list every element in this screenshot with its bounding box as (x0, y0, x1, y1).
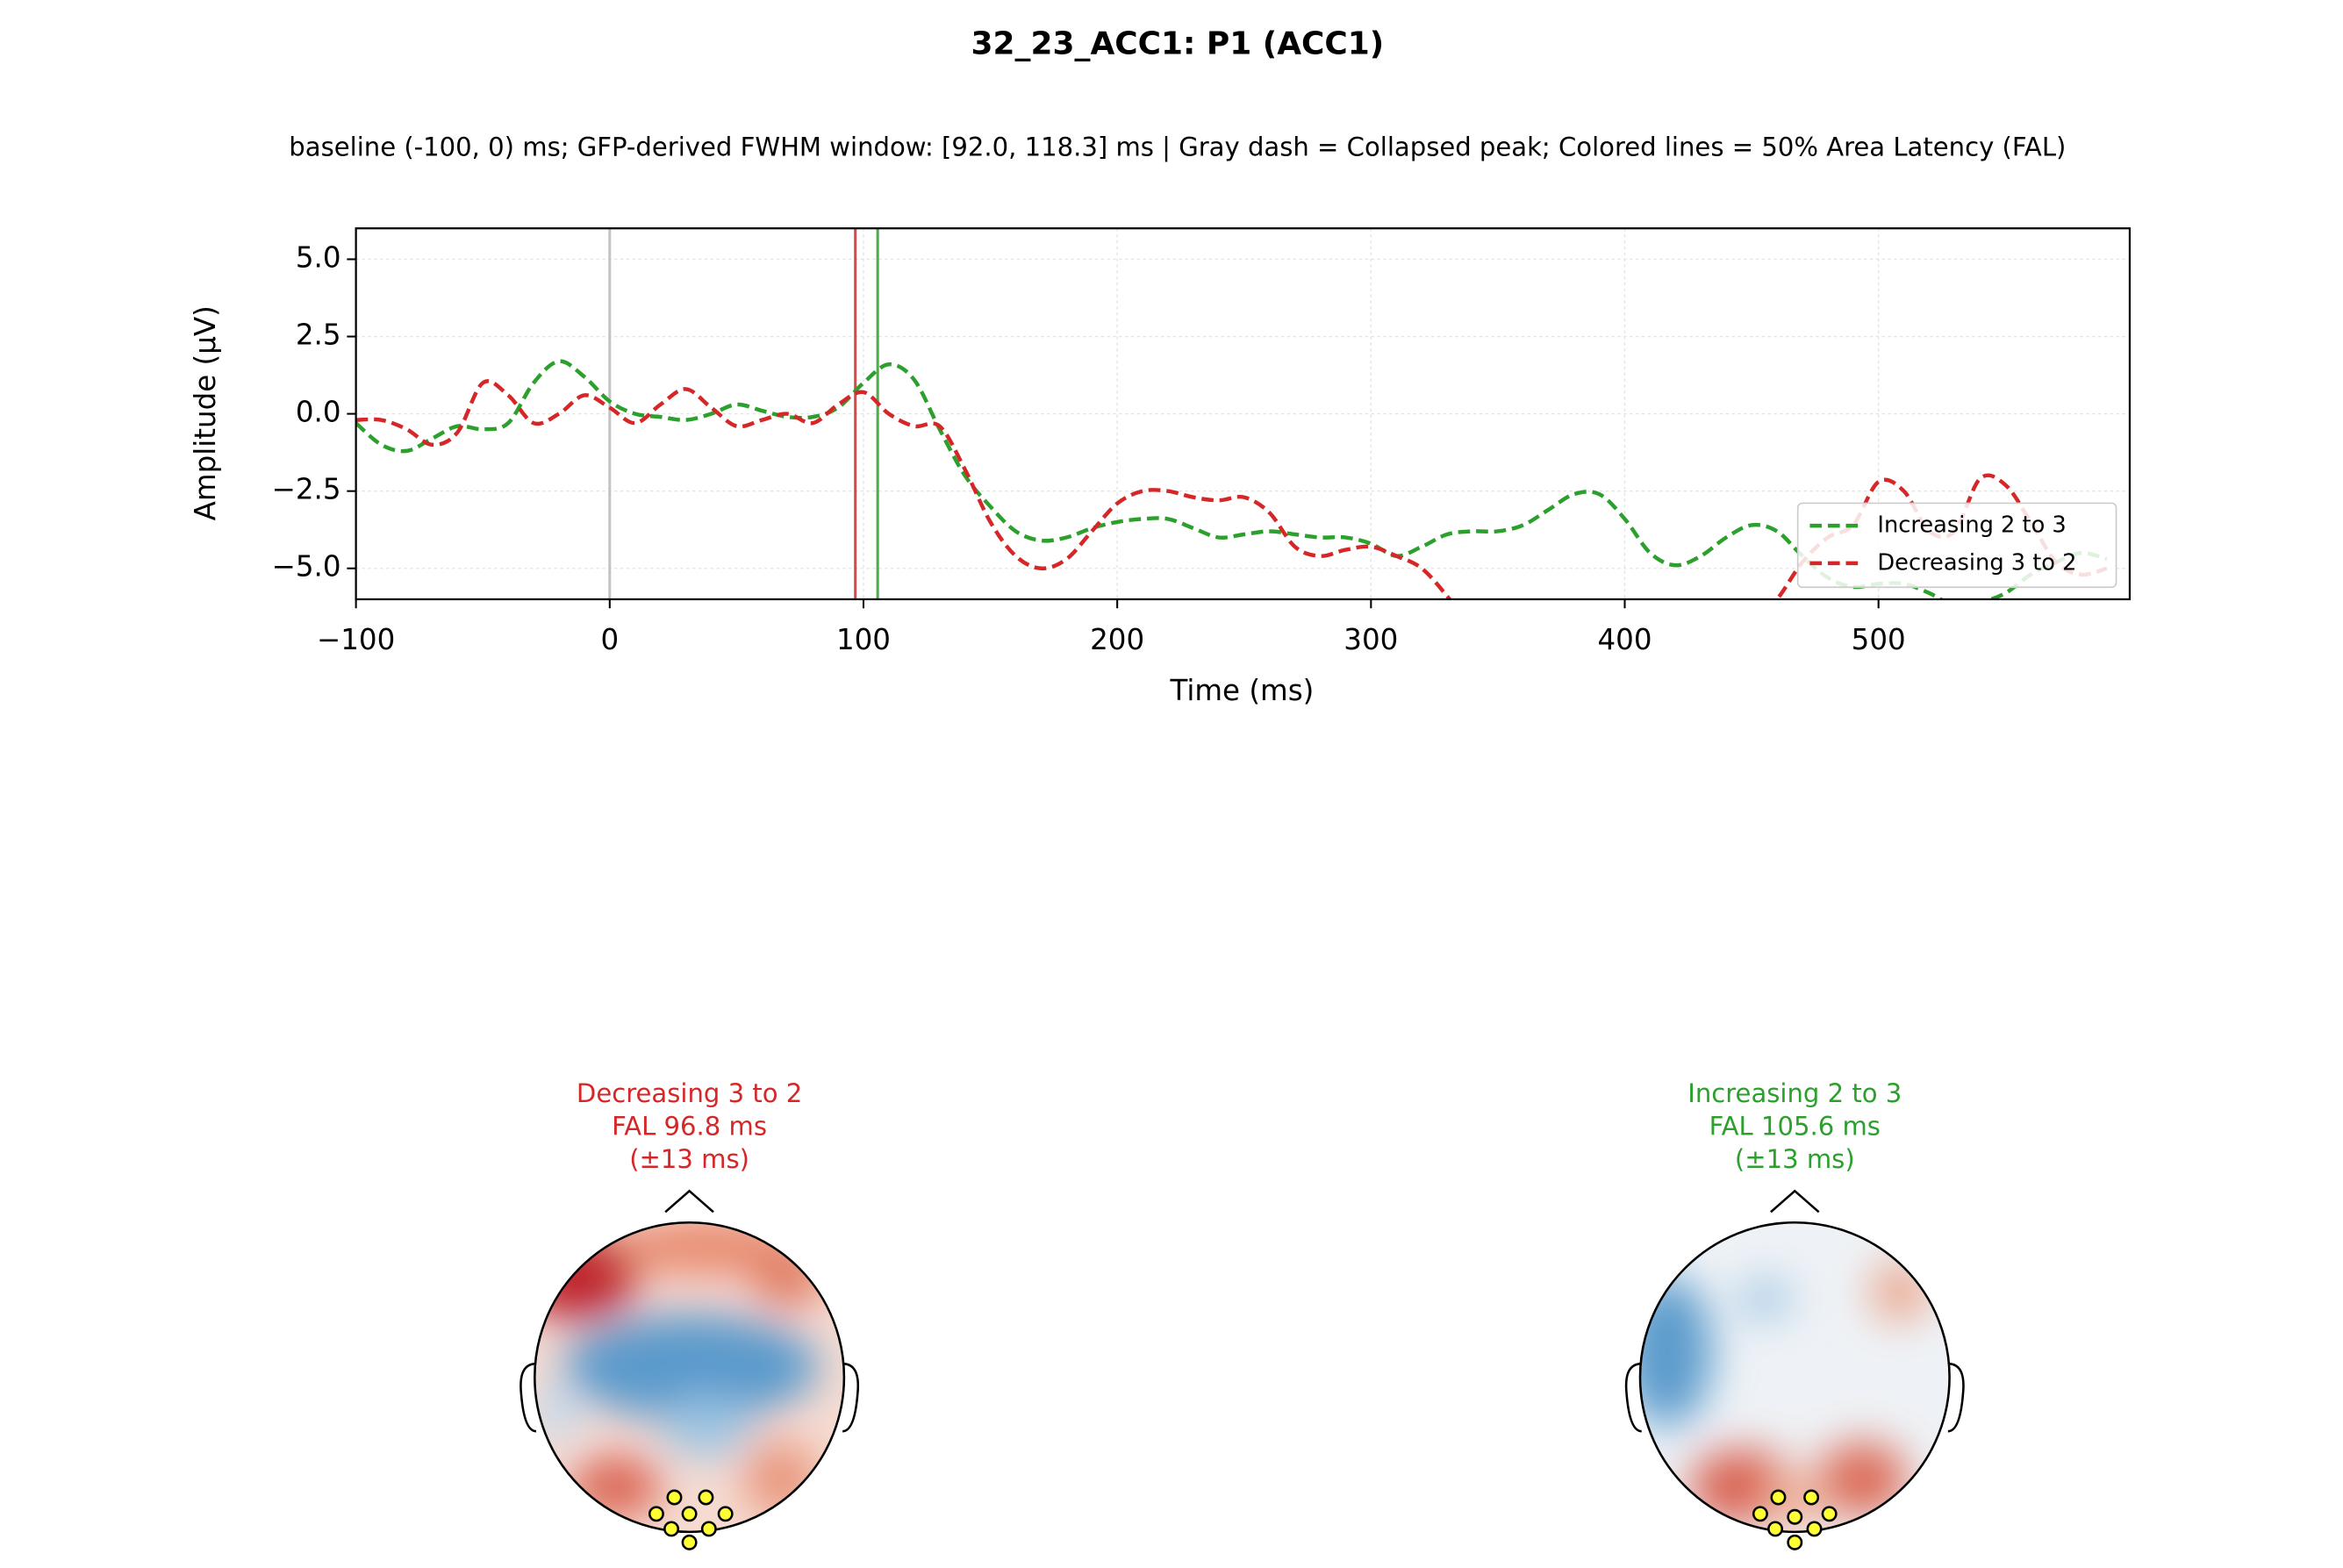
topomap (519, 1189, 860, 1550)
topomap-title: (±13 ms) (629, 1144, 749, 1174)
x-axis-label: Time (ms) (1170, 674, 1315, 707)
x-tick-label: 400 (1597, 623, 1652, 656)
x-tick-label: 100 (836, 623, 891, 656)
topomap-title: FAL 96.8 ms (612, 1111, 767, 1141)
topomap (1624, 1189, 1965, 1550)
x-tick-label: 200 (1090, 623, 1144, 656)
x-tick-label: 500 (1852, 623, 1906, 656)
x-tick-label: 0 (600, 623, 619, 656)
legend-box (1796, 502, 2117, 589)
y-axis-label: Amplitude (µV) (189, 305, 222, 520)
topomap-title: FAL 105.6 ms (1709, 1111, 1881, 1141)
topomap-title: (±13 ms) (1735, 1144, 1855, 1174)
y-tick-label: −5.0 (272, 550, 341, 584)
plot-lines (355, 228, 2108, 599)
axes-frame (355, 227, 2132, 601)
topomap-title: Decreasing 3 to 2 (577, 1078, 802, 1108)
x-tick-label: −100 (317, 623, 395, 656)
topomap-title: Increasing 2 to 3 (1687, 1078, 1902, 1108)
y-tick-label: 2.5 (296, 319, 341, 352)
y-tick-label: 5.0 (296, 240, 341, 274)
y-tick-label: −2.5 (272, 473, 341, 506)
legend-label: Increasing 2 to 3 (1877, 512, 2066, 539)
y-tick-label: 0.0 (296, 396, 341, 429)
plot-area: −100 0 100 200 300 400 500 5.0 2.5 0.0 −2.5 −5.0 Inc… (272, 227, 2132, 656)
legend-label: Decreasing 3 to 2 (1877, 549, 2076, 576)
title: 32_23_ACC1: P1 (ACC1) (971, 25, 1385, 61)
subtitle: baseline (-100, 0) ms; GFP-derived FWHM … (289, 132, 2066, 162)
x-tick-label: 300 (1343, 623, 1398, 656)
